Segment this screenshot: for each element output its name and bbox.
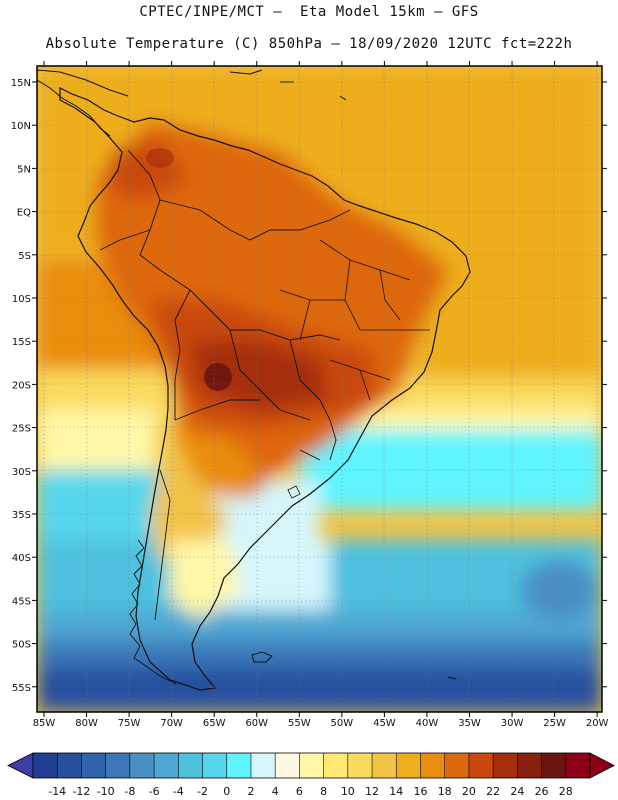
lon-label: 40W	[416, 718, 439, 729]
lat-label: 10N	[11, 121, 31, 132]
colorbar-low-arrow	[7, 752, 34, 779]
colorbar-segment	[129, 753, 155, 778]
lon-label: 30W	[501, 718, 524, 729]
colorbar-segment	[299, 753, 325, 778]
colorbar-tick-label: 20	[462, 785, 476, 798]
colorbar-tick-label: 14	[389, 785, 403, 798]
colorbar-tick-label: 16	[413, 785, 427, 798]
color-scale-bar: -14 -12 -10 -8 -6 -4 -2 0 2 4 6 8 10 12 14 16 18 20 22 24 26…	[7, 752, 615, 798]
colorbar-tick-label: -14	[48, 785, 66, 798]
lon-label: 35W	[458, 718, 481, 729]
colorbar-tick-label: -10	[97, 785, 115, 798]
colorbar-segment	[468, 753, 494, 778]
lon-label: 70W	[160, 718, 183, 729]
colorbar-segment	[444, 753, 470, 778]
lon-label: 65W	[203, 718, 226, 729]
lat-label: 5S	[18, 251, 31, 262]
colorbar-segment	[250, 753, 276, 778]
colorbar-segment	[347, 753, 373, 778]
colorbar-segment	[57, 753, 82, 778]
colorbar-tick-label: 10	[341, 785, 355, 798]
lat-label: 40S	[12, 553, 31, 564]
colorbar-tick-label: 4	[272, 785, 279, 798]
colorbar-tick-label: -2	[197, 785, 208, 798]
lon-label: 60W	[245, 718, 268, 729]
colorbar-segment	[517, 753, 543, 778]
colorbar-segment	[541, 753, 567, 778]
lon-label: 45W	[373, 718, 396, 729]
lon-label: 25W	[543, 718, 566, 729]
colorbar-segment	[81, 753, 107, 778]
longitude-axis: 85W 80W 75W 70W 65W 60W 55W 50W 45W 40W 35W 30W 25W 2…	[33, 61, 609, 729]
map-frame	[36, 65, 603, 713]
lat-label: 10S	[12, 294, 31, 305]
lon-label: 50W	[331, 718, 354, 729]
colorbar-segment	[33, 753, 58, 778]
colorbar-tick-label: 22	[486, 785, 500, 798]
lat-label: 50S	[12, 640, 31, 651]
colorbar-tick-label: 0	[223, 785, 230, 798]
colorbar-segment	[154, 753, 179, 778]
colorbar-tick-label: -8	[124, 785, 135, 798]
latitude-axis: 15N 10N 5N EQ 5S 10S 15S 20S 25S 30S 35S 40S 45S 50S 5…	[11, 78, 607, 694]
colorbar-tick-label: 18	[438, 785, 452, 798]
colorbar-segment	[226, 753, 252, 778]
lat-label: 55S	[12, 683, 31, 694]
lat-label: 5N	[17, 164, 31, 175]
colorbar-tick-label: 8	[320, 785, 327, 798]
colorbar-tick-label: 28	[559, 785, 573, 798]
lat-label: 15N	[11, 78, 31, 89]
map-title-line-1: CPTEC/INPE/MCT – Eta Model 15km – GFS	[139, 4, 479, 20]
colorbar-segment	[323, 753, 349, 778]
colorbar-segment	[420, 753, 446, 778]
colorbar-tick-label: -12	[72, 785, 90, 798]
colorbar-tick-label: -4	[173, 785, 184, 798]
lat-label: 15S	[12, 337, 31, 348]
temperature-field	[37, 66, 602, 712]
lon-label: 85W	[33, 718, 56, 729]
colorbar-segment	[372, 753, 397, 778]
lon-label: 55W	[288, 718, 311, 729]
colorbar-segment	[178, 753, 204, 778]
colorbar-segment	[396, 753, 421, 778]
lat-label: 45S	[12, 596, 31, 607]
lat-label: 20S	[12, 380, 31, 391]
lat-label: 30S	[12, 467, 31, 478]
lat-label: 35S	[12, 510, 31, 521]
colorbar-tick-label: -6	[149, 785, 160, 798]
colorbar-segment	[202, 753, 228, 778]
colorbar-tick-label: 6	[296, 785, 303, 798]
lat-label: 25S	[12, 424, 31, 435]
lon-label: 75W	[118, 718, 141, 729]
colorbar-segment	[493, 753, 518, 778]
colorbar-tick-label: 2	[247, 785, 254, 798]
colorbar-outline	[32, 752, 591, 779]
colorbar-tick-label: 24	[510, 785, 524, 798]
lat-label: EQ	[17, 208, 31, 219]
colorbar-high-arrow	[589, 752, 615, 779]
lon-label: 20W	[586, 718, 609, 729]
colorbar-tick-label: 12	[365, 785, 379, 798]
colorbar-segment	[565, 753, 591, 778]
map-title-line-2: Absolute Temperature (C) 850hPa – 18/09/…	[45, 36, 573, 52]
colorbar-segment	[105, 753, 131, 778]
colorbar-tick-label: 26	[535, 785, 549, 798]
colorbar-segment	[275, 753, 300, 778]
lon-label: 80W	[75, 718, 98, 729]
